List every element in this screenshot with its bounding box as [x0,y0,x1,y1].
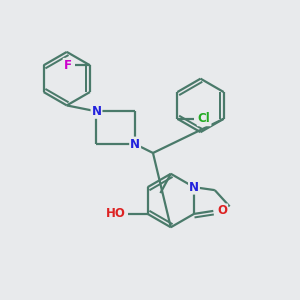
Text: F: F [64,59,72,72]
Text: N: N [92,105,101,118]
Text: N: N [189,181,199,194]
Text: N: N [130,138,140,151]
Text: O: O [217,204,227,218]
Text: HO: HO [106,207,126,220]
Text: Cl: Cl [198,112,211,125]
